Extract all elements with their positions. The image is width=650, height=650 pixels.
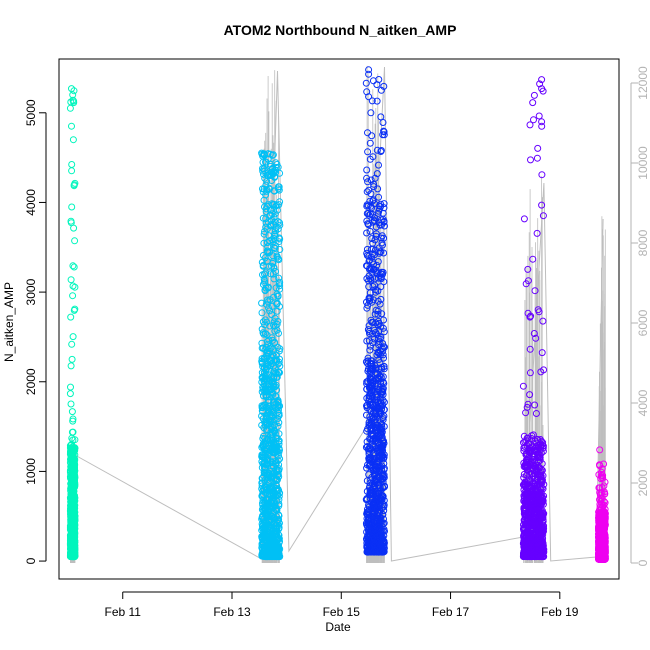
data-point xyxy=(70,99,78,107)
scatter-points-layer xyxy=(66,66,609,563)
x-axis-title: Date xyxy=(325,620,351,634)
data-point xyxy=(69,460,76,468)
data-point xyxy=(71,305,79,313)
data-point xyxy=(266,307,274,315)
data-point xyxy=(68,428,76,436)
data-point-outlier xyxy=(66,104,74,112)
data-point xyxy=(68,551,76,559)
data-point xyxy=(67,400,75,408)
data-point xyxy=(68,167,76,175)
data-point xyxy=(71,436,79,444)
data-point xyxy=(67,362,75,370)
data-point xyxy=(270,507,277,515)
data-point xyxy=(263,331,271,339)
data-point xyxy=(70,182,78,190)
data-point xyxy=(67,518,75,525)
data-point xyxy=(69,539,76,547)
data-point xyxy=(69,292,77,300)
data-point xyxy=(70,458,78,466)
data-point xyxy=(69,446,77,454)
y-axis-title: N_aitken_AMP xyxy=(2,282,16,362)
data-point xyxy=(71,283,79,291)
data-point xyxy=(67,219,75,227)
data-point xyxy=(69,528,77,536)
data-point xyxy=(67,501,75,509)
data-point xyxy=(275,452,282,460)
data-point xyxy=(71,237,79,245)
data-point-outlier xyxy=(69,91,77,99)
chart-title: ATOM2 Northbound N_aitken_AMP xyxy=(224,22,457,38)
data-point xyxy=(67,497,75,505)
data-point xyxy=(68,456,76,464)
data-point xyxy=(67,313,75,321)
data-point xyxy=(67,383,74,391)
data-point xyxy=(69,333,77,341)
plot-frame xyxy=(58,58,620,580)
data-point xyxy=(67,552,75,560)
data-point-outlier xyxy=(68,122,75,130)
data-point xyxy=(68,203,76,211)
data-point xyxy=(275,430,283,438)
data-point xyxy=(68,408,76,416)
data-point xyxy=(69,282,77,290)
data-point xyxy=(69,476,77,484)
data-point xyxy=(266,296,274,304)
data-point xyxy=(68,440,76,448)
data-point xyxy=(68,485,76,493)
data-point xyxy=(260,239,268,247)
data-point xyxy=(70,472,78,480)
data-point xyxy=(69,262,77,270)
data-point xyxy=(262,223,270,231)
data-point xyxy=(67,464,75,472)
data-point xyxy=(69,417,77,425)
data-point-outlier xyxy=(68,85,75,93)
data-point xyxy=(275,186,283,194)
data-point xyxy=(70,445,78,453)
data-point xyxy=(70,508,78,516)
data-point-outlier xyxy=(69,136,77,144)
data-point xyxy=(68,535,75,543)
data-point xyxy=(70,263,78,271)
data-point xyxy=(68,355,76,363)
data-point xyxy=(71,519,78,527)
data-point xyxy=(271,245,279,252)
data-point xyxy=(67,276,75,284)
data-point xyxy=(66,390,74,398)
data-point xyxy=(258,258,266,266)
data-point xyxy=(68,340,76,348)
data-point xyxy=(262,208,270,216)
